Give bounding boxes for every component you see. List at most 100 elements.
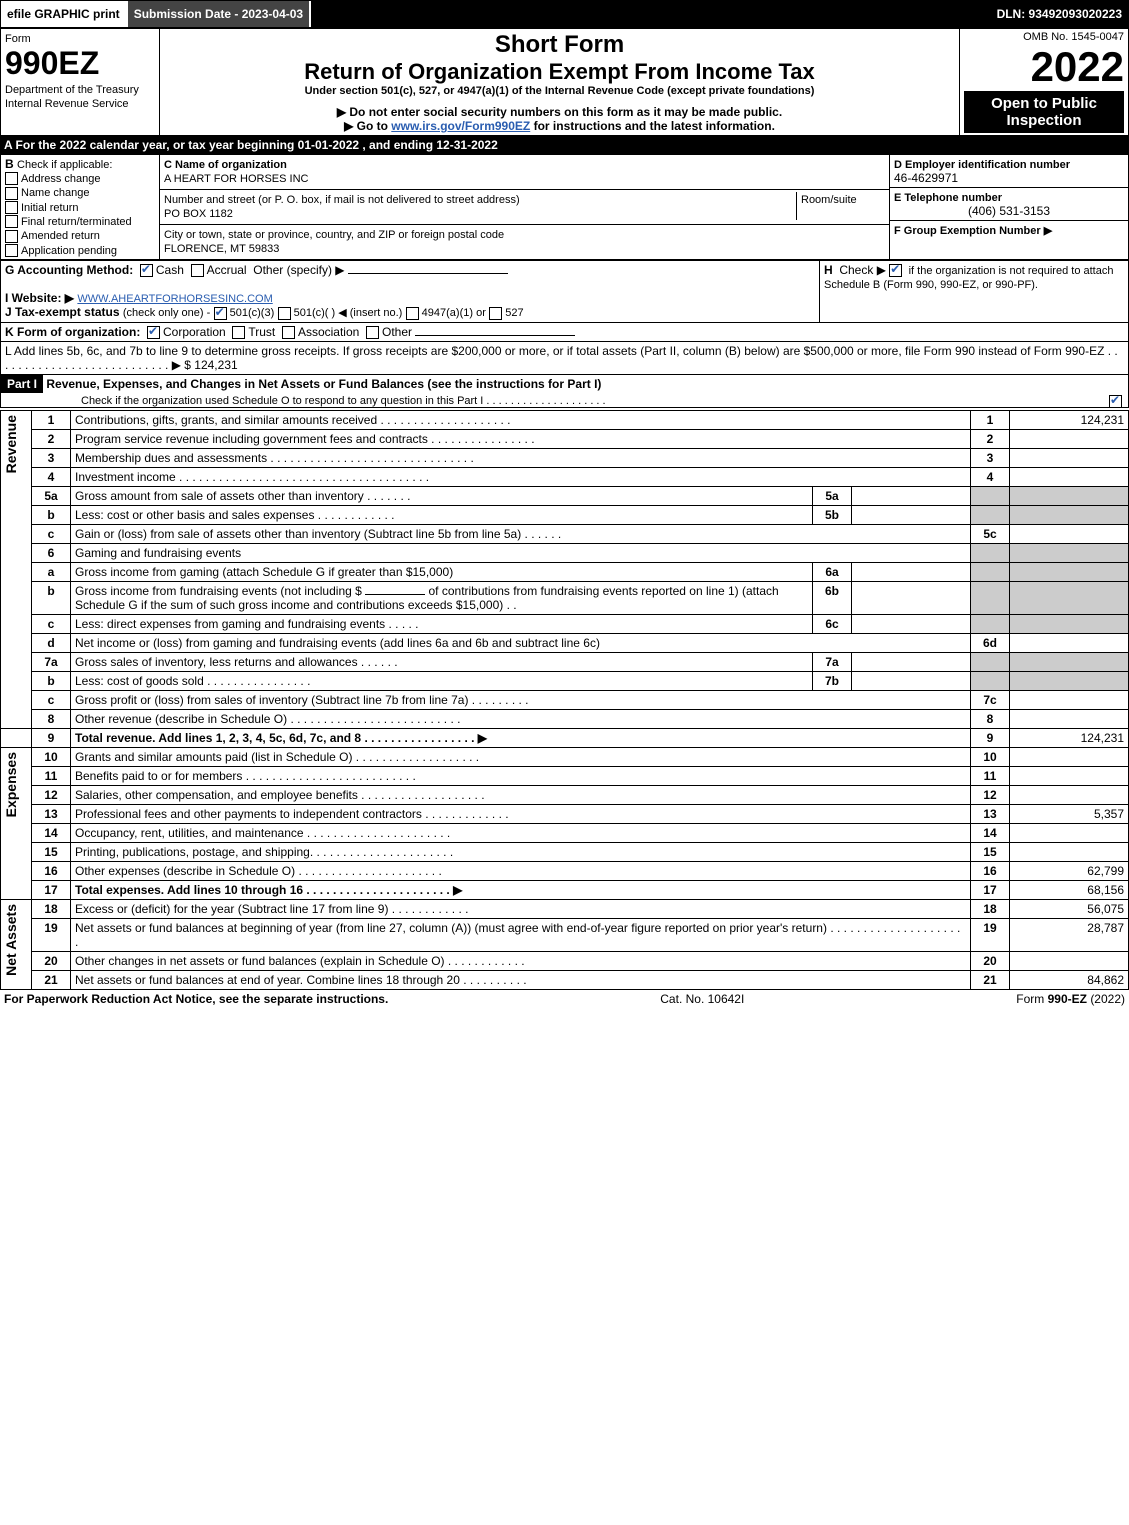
line-9-amt: 124,231	[1010, 728, 1129, 747]
tax-year: 2022	[964, 43, 1124, 91]
line-6-shade	[971, 543, 1010, 562]
check-if-applicable: Check if applicable:	[17, 159, 112, 171]
line-5a-num: 5a	[32, 486, 71, 505]
line-16-r: 16	[971, 861, 1010, 880]
line-7b-shade2	[1010, 671, 1129, 690]
line-14-r: 14	[971, 823, 1010, 842]
line-20-desc: Other changes in net assets or fund bala…	[71, 951, 971, 970]
line-6a-num: a	[32, 562, 71, 581]
line-7a-num: 7a	[32, 652, 71, 671]
checkbox-trust[interactable]	[232, 326, 245, 339]
line-6a-shade2	[1010, 562, 1129, 581]
cash-label: Cash	[156, 263, 184, 277]
gh-block: G Accounting Method: Cash Accrual Other …	[0, 260, 1129, 323]
checkbox-application-pending[interactable]	[5, 244, 18, 257]
line-21-num: 21	[32, 970, 71, 989]
line-5a-m: 5a	[813, 486, 852, 505]
j-527: 527	[505, 307, 523, 319]
checkbox-initial-return[interactable]	[5, 201, 18, 214]
checkbox-501c3[interactable]	[214, 307, 227, 320]
other-specify-line	[348, 273, 508, 274]
checkbox-schedule-b[interactable]	[889, 264, 902, 277]
checkbox-association[interactable]	[282, 326, 295, 339]
section-a: A For the 2022 calendar year, or tax yea…	[0, 136, 1129, 154]
line-6b-shade	[971, 581, 1010, 614]
line-6b-blank	[365, 594, 425, 595]
line-7a-mamt	[852, 652, 971, 671]
checkbox-accrual[interactable]	[191, 264, 204, 277]
checkbox-name-change[interactable]	[5, 187, 18, 200]
line-6b-desc: Gross income from fundraising events (no…	[71, 581, 813, 614]
line-11-num: 11	[32, 766, 71, 785]
line-5c-desc: Gain or (loss) from sale of assets other…	[71, 524, 971, 543]
k-trust: Trust	[248, 325, 275, 339]
checkbox-schedule-o[interactable]	[1109, 395, 1122, 408]
checkbox-527[interactable]	[489, 307, 502, 320]
line-7b-mamt	[852, 671, 971, 690]
dept-label: Department of the Treasury	[5, 84, 139, 96]
line-2-desc: Program service revenue including govern…	[71, 429, 971, 448]
line-5a-desc: Gross amount from sale of assets other t…	[71, 486, 813, 505]
line-7c-r: 7c	[971, 690, 1010, 709]
part1-heading: Revenue, Expenses, and Changes in Net As…	[46, 377, 601, 391]
checkbox-final-return[interactable]	[5, 215, 18, 228]
line-20-r: 20	[971, 951, 1010, 970]
checkbox-amended-return[interactable]	[5, 230, 18, 243]
line-6c-desc: Less: direct expenses from gaming and fu…	[71, 614, 813, 633]
line-18-r: 18	[971, 899, 1010, 918]
note-ssn: ▶ Do not enter social security numbers o…	[164, 105, 955, 119]
line-6c-shade	[971, 614, 1010, 633]
irs-link[interactable]: www.irs.gov/Form990EZ	[391, 119, 530, 133]
page-footer: For Paperwork Reduction Act Notice, see …	[0, 990, 1129, 1008]
line-6-desc: Gaming and fundraising events	[71, 543, 971, 562]
line-15-num: 15	[32, 842, 71, 861]
k-other: Other	[382, 325, 412, 339]
checkbox-cash[interactable]	[140, 264, 153, 277]
form-label: Form	[5, 33, 31, 45]
line-7b-shade	[971, 671, 1010, 690]
addr: PO BOX 1182	[164, 208, 233, 220]
line-9-desc: Total revenue. Add lines 1, 2, 3, 4, 5c,…	[71, 728, 971, 747]
form-header: Form 990EZ Department of the Treasury In…	[0, 28, 1129, 136]
line-7b-m: 7b	[813, 671, 852, 690]
title-short-form: Short Form	[164, 31, 955, 59]
section-g-label: G Accounting Method:	[5, 263, 133, 277]
line-1-num: 1	[32, 410, 71, 429]
line-5a-shade2	[1010, 486, 1129, 505]
line-13-desc: Professional fees and other payments to …	[71, 804, 971, 823]
line-5c-amt	[1010, 524, 1129, 543]
line-6d-r: 6d	[971, 633, 1010, 652]
footer-left: For Paperwork Reduction Act Notice, see …	[4, 992, 388, 1006]
opt-application-pending: Application pending	[21, 245, 117, 257]
line-17-num: 17	[32, 880, 71, 899]
checkbox-501c[interactable]	[278, 307, 291, 320]
line-7b-desc: Less: cost of goods sold . . . . . . . .…	[71, 671, 813, 690]
line-8-r: 8	[971, 709, 1010, 728]
net-assets-label: Net Assets	[1, 900, 21, 980]
line-16-amt: 62,799	[1010, 861, 1129, 880]
expenses-label: Expenses	[1, 748, 21, 821]
line-2-num: 2	[32, 429, 71, 448]
line-10-desc: Grants and similar amounts paid (list in…	[71, 747, 971, 766]
line-6b-m: 6b	[813, 581, 852, 614]
checkbox-other-org[interactable]	[366, 326, 379, 339]
line-5c-r: 5c	[971, 524, 1010, 543]
line-19-r: 19	[971, 918, 1010, 951]
website-link[interactable]: WWW.AHEARTFORHORSESINC.COM	[77, 293, 272, 305]
line-14-amt	[1010, 823, 1129, 842]
line-21-amt: 84,862	[1010, 970, 1129, 989]
checkbox-address-change[interactable]	[5, 172, 18, 185]
line-5b-desc: Less: cost or other basis and sales expe…	[71, 505, 813, 524]
line-13-r: 13	[971, 804, 1010, 823]
line-16-num: 16	[32, 861, 71, 880]
line-5b-shade	[971, 505, 1010, 524]
section-l-value: $ 124,231	[184, 358, 237, 372]
checkbox-corporation[interactable]	[147, 326, 160, 339]
line-8-num: 8	[32, 709, 71, 728]
checkbox-4947[interactable]	[406, 307, 419, 320]
note-goto-post: for instructions and the latest informat…	[534, 119, 775, 133]
footer-right: Form 990-EZ (2022)	[1016, 992, 1125, 1006]
note-goto-pre: ▶ Go to	[344, 119, 391, 133]
line-10-num: 10	[32, 747, 71, 766]
line-19-desc: Net assets or fund balances at beginning…	[71, 918, 971, 951]
